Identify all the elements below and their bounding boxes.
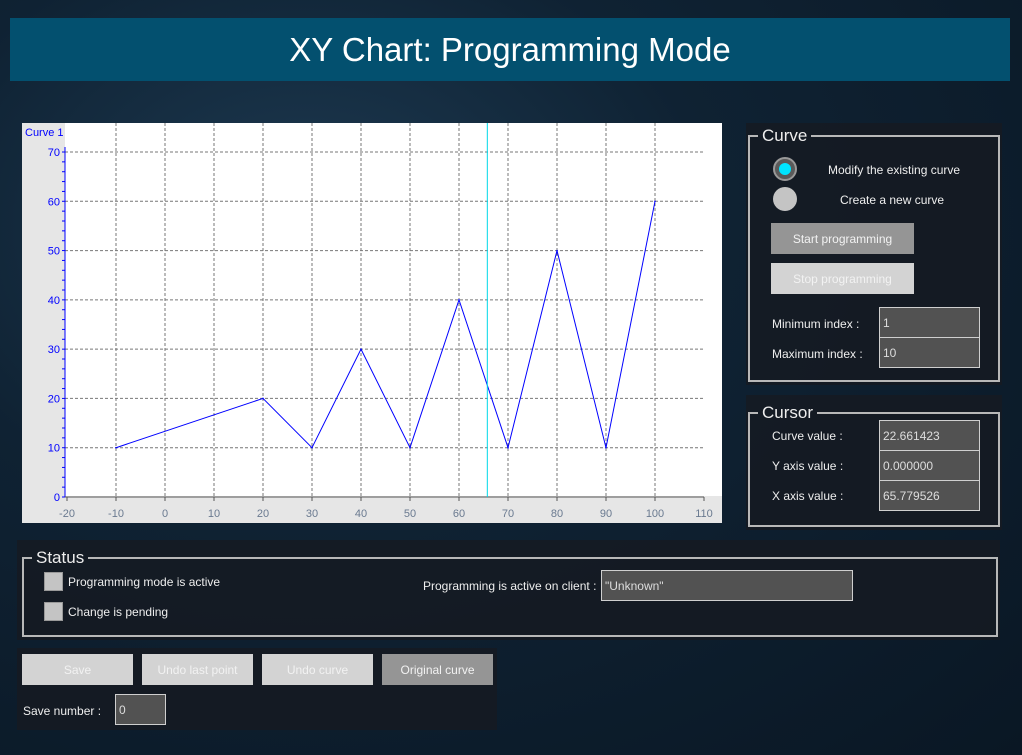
curve-value-label: Curve value : <box>772 429 843 443</box>
programming-active-checkbox <box>44 572 63 591</box>
y-axis-area <box>22 123 65 523</box>
start-programming-button[interactable]: Start programming <box>771 223 914 254</box>
x-tick-label: -20 <box>59 508 75 520</box>
chart-svg[interactable]: 0 10 20 30 40 50 60 70 -20 -10 0 10 20 30 40 50 60 70 80 90… <box>22 123 722 523</box>
undo-last-point-button[interactable]: Undo last point <box>142 654 253 685</box>
data-point <box>654 200 656 203</box>
y-tick-label: 10 <box>48 443 60 455</box>
x-tick-label: 100 <box>646 508 664 520</box>
x-tick-label: 50 <box>404 508 416 520</box>
programming-active-label: Programming mode is active <box>68 575 221 589</box>
y-tick-label: 30 <box>48 344 60 356</box>
x-tick-label: -10 <box>108 508 124 520</box>
y-axis-value-field: 0.000000 <box>879 450 980 481</box>
change-pending-checkbox <box>44 602 63 621</box>
cursor-group-title: Cursor <box>762 403 814 422</box>
client-label: Programming is active on client : <box>423 579 597 593</box>
radio-create-label: Create a new curve <box>840 193 945 207</box>
data-point <box>115 446 117 449</box>
max-index-label: Maximum index : <box>772 347 863 361</box>
y-tick-label: 40 <box>48 295 60 307</box>
series-label: Curve 1 <box>25 127 64 139</box>
y-tick-label: 70 <box>48 147 60 159</box>
curve-group-title: Curve <box>762 126 808 145</box>
min-index-label: Minimum index : <box>772 317 860 331</box>
x-tick-label: 20 <box>257 508 269 520</box>
series-line <box>115 201 656 450</box>
max-index-input[interactable]: 10 <box>879 337 980 368</box>
y-axis-value-label: Y axis value : <box>772 459 844 473</box>
stop-programming-button[interactable]: Stop programming <box>771 263 914 294</box>
radio-create-new[interactable] <box>773 187 797 211</box>
x-tick-label: 70 <box>502 508 514 520</box>
change-pending-label: Change is pending <box>68 605 169 619</box>
data-point <box>556 249 558 252</box>
undo-curve-button[interactable]: Undo curve <box>262 654 373 685</box>
status-group-title: Status <box>36 548 85 567</box>
data-point <box>311 446 313 449</box>
y-tick-label: 20 <box>48 393 60 405</box>
x-tick-label: 30 <box>306 508 318 520</box>
data-point <box>262 397 264 400</box>
x-axis-value-label: X axis value : <box>772 489 844 503</box>
curve-value-field: 22.661423 <box>879 420 980 451</box>
data-point <box>360 348 362 350</box>
data-point <box>507 446 509 449</box>
data-point <box>458 299 460 301</box>
y-tick-label: 60 <box>48 196 60 208</box>
x-axis-value-field: 65.779526 <box>879 480 980 511</box>
x-axis-area <box>22 496 722 523</box>
cursor-group: Cursor <box>748 403 1000 527</box>
xy-chart[interactable]: 0 10 20 30 40 50 60 70 -20 -10 0 10 20 30 40 50 60 70 80 90… <box>22 123 722 523</box>
save-button[interactable]: Save <box>22 654 133 685</box>
page-title: XY Chart: Programming Mode <box>10 18 1010 81</box>
y-tick-label: 50 <box>48 246 60 258</box>
x-tick-label: 40 <box>355 508 367 520</box>
original-curve-button[interactable]: Original curve <box>382 654 493 685</box>
status-group: Status <box>22 548 998 637</box>
save-number-label: Save number : <box>23 704 102 718</box>
radio-modify-existing[interactable] <box>773 157 797 181</box>
save-number-input[interactable]: 0 <box>115 694 166 725</box>
client-field: "Unknown" <box>601 570 853 601</box>
curve-group: Curve <box>748 126 1000 382</box>
radio-modify-label: Modify the existing curve <box>828 163 961 177</box>
data-point <box>605 446 607 449</box>
x-tick-label: 10 <box>208 508 220 520</box>
x-tick-label: 60 <box>453 508 465 520</box>
min-index-input[interactable]: 1 <box>879 307 980 338</box>
x-tick-label: 110 <box>695 508 713 520</box>
data-point <box>409 446 411 449</box>
x-tick-label: 0 <box>162 508 168 520</box>
x-tick-label: 80 <box>551 508 563 520</box>
x-tick-label: 90 <box>600 508 612 520</box>
y-tick-label: 0 <box>54 492 60 504</box>
